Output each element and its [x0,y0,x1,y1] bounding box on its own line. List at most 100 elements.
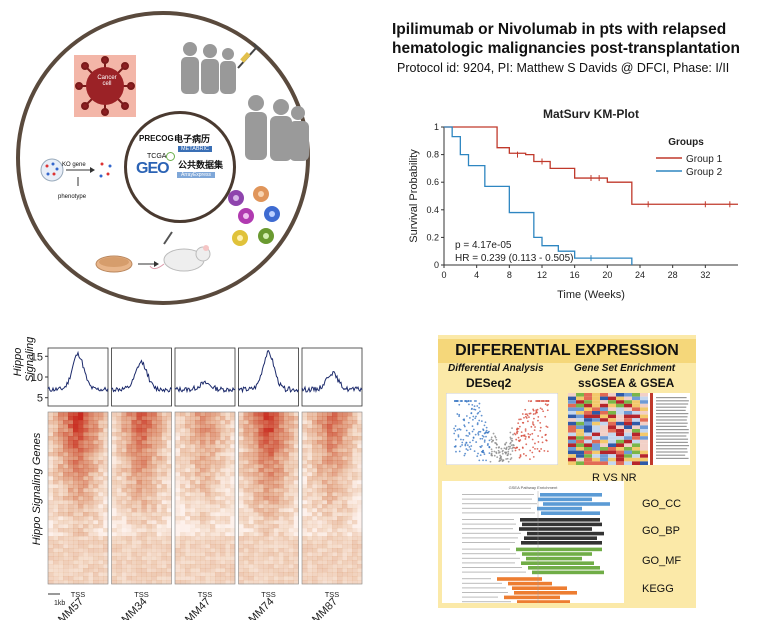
gsea-cell [592,407,600,411]
heatmap-cell [288,568,294,573]
heatmap-cell [83,468,89,473]
volcano-point [495,446,498,449]
heatmap-cell [98,440,104,445]
heatmap-cell [322,568,328,573]
heatmap-cell [268,496,274,501]
heatmap-cell [63,448,69,453]
heatmap-cell [332,524,338,529]
heatmap-cell [136,528,142,533]
heatmap-cell [195,572,201,577]
heatmap-cell [141,460,147,465]
heatmap-cell [317,500,323,505]
heatmap-cell [302,496,308,501]
heatmap-cell [167,516,172,520]
volcano-point [511,427,513,430]
volcano-point [532,446,534,449]
heatmap-cell [180,452,186,457]
heatmap-cell [175,548,181,553]
heatmap-cell [112,520,117,524]
heatmap-cell [248,464,254,469]
heatmap-cell [225,480,231,485]
gsea-cell [576,457,584,462]
heatmap-cell [342,428,348,433]
heatmap-cell [141,520,147,525]
heatmap-cell [238,544,244,549]
heatmap-cell [146,572,152,577]
heatmap-cell [83,572,89,577]
heatmap-cell [68,468,74,473]
heatmap-cell [215,500,221,505]
pathway-bar [512,586,567,590]
heatmap-cell [200,512,206,517]
volcano-point [543,449,546,452]
heatmap-cell [220,544,226,549]
heatmap-cell [337,504,343,509]
gsea-cell [576,396,584,401]
volcano-point [505,441,508,444]
heatmap-cell [293,528,299,533]
heatmap-cell [180,472,186,477]
heatmap-cell [337,548,343,553]
volcano-point [488,452,491,455]
heatmap-cell [230,548,236,553]
heatmap-cell [93,536,99,541]
heatmap-cell [136,496,142,501]
volcano-point [518,425,521,428]
heatmap-cell [185,516,190,520]
heatmap-cell [243,572,249,577]
gsea-cell [584,457,592,462]
heatmap-cell [190,468,196,473]
heatmap-cell [253,552,259,557]
heatmap-cell [283,444,289,449]
volcano-point [534,426,536,428]
heatmap-cell [225,540,231,545]
heatmap-cell [136,524,142,529]
heatmap-cell [73,488,79,493]
heatmap-cell [253,440,259,445]
heatmap-cell [332,504,338,509]
heatmap-cell [53,508,59,513]
volcano-point [484,431,487,434]
heatmap-cell [248,496,254,501]
heatmap-cell [73,552,79,557]
heatmap-cell [317,532,322,536]
heatmap-cell [268,416,274,421]
heatmap-cell [48,560,54,565]
volcano-point [490,448,493,451]
heatmap-cell [322,496,328,501]
protocol-info: Protocol id: 9204, PI: Matthew S Davids … [397,61,730,75]
gsea-cell [616,429,624,433]
heatmap-cell [258,480,264,485]
heatmap-cell [63,488,69,493]
heatmap-cell [357,488,363,493]
volcano-point [498,446,500,448]
heatmap-cell [243,424,249,429]
heatmap-cell [156,496,162,501]
heatmap-cell [88,424,94,429]
km-y-tick-label: 0.2 [426,232,439,242]
volcano-point [467,435,469,437]
heatmap-cell [220,580,226,585]
volcano-point [478,459,481,462]
heatmap-cell [327,540,333,545]
heatmap-cell [243,480,249,485]
heatmap-cell [307,500,313,505]
heatmap-cell [337,460,343,465]
heatmap-cell [263,424,269,429]
heatmap-cell [307,412,313,417]
heatmap-cell [268,488,274,493]
heatmap-cell [352,516,357,520]
heatmap-cell [243,432,249,437]
heatmap-cell [317,416,323,421]
heatmap-cell [185,512,191,517]
heatmap-cell [243,484,249,489]
volcano-point [537,441,540,443]
gsea-cell [568,429,576,433]
heatmap-cell [200,504,206,509]
heatmap-cell [337,536,343,541]
heatmap-cell [131,544,137,549]
heatmap-cell [131,452,137,457]
heatmap-cell [230,472,236,477]
gsea-cell [616,403,624,408]
heatmap-cell [342,416,348,421]
